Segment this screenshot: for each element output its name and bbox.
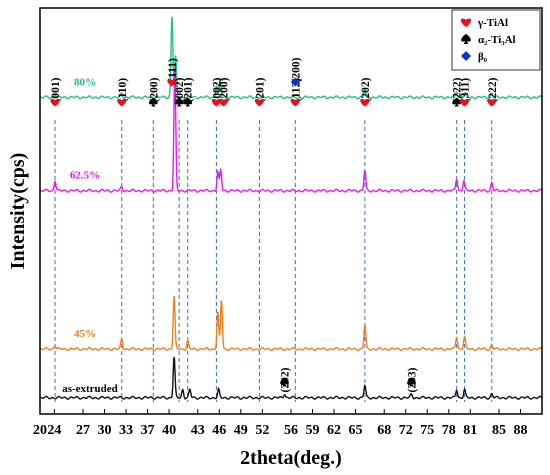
x-tick-label: 75 <box>420 423 434 438</box>
heart-marker <box>211 98 222 107</box>
x-tick-label: 24 <box>47 423 61 438</box>
x-tick-label: 85 <box>492 423 506 438</box>
heart-marker <box>218 98 229 107</box>
diamond-marker <box>290 77 300 87</box>
heart-marker <box>290 98 300 107</box>
x-tick-label: 20 <box>33 423 47 438</box>
peak-label: (201) <box>254 77 266 102</box>
x-axis-ticks: 20 24 27 30 33 37 40 43 46 49 52 56 59 62 65 68 72 75 78 81… <box>33 409 527 438</box>
peak-label: (002) <box>174 77 186 102</box>
peak-label: (111) <box>167 58 179 82</box>
x-tick-label: 59 <box>306 423 320 438</box>
peak-label: (201) <box>183 77 195 102</box>
x-tick-label: 37 <box>141 423 155 438</box>
x-tick-label: 56 <box>284 423 298 438</box>
x-tick-label: 49 <box>234 423 248 438</box>
spade-marker <box>407 377 416 387</box>
peak-label: (200) <box>219 77 231 102</box>
peak-label: (001) <box>50 77 62 102</box>
heart-marker <box>117 98 127 107</box>
series-label: 45% <box>74 328 96 340</box>
spade-legend-marker <box>461 34 471 44</box>
peak-label: (222) <box>487 77 499 102</box>
heart-marker <box>487 98 497 107</box>
legend-label: α₂-Ti₃Al <box>478 34 516 46</box>
spade-marker <box>452 97 462 107</box>
spade-marker <box>183 97 193 107</box>
heart-legend-marker <box>460 18 472 27</box>
x-tick-label: 40 <box>162 423 176 438</box>
x-tick-label: 27 <box>76 423 90 438</box>
x-tick-label: 68 <box>377 423 391 438</box>
x-tick-label: 33 <box>119 423 133 438</box>
series-label: 80% <box>74 76 96 88</box>
heart-marker <box>360 98 370 107</box>
series-line <box>39 16 543 100</box>
peak-label: (202) <box>360 77 372 102</box>
heart-marker <box>254 98 265 107</box>
x-tick-label: 43 <box>191 423 205 438</box>
series-label: as-extruded <box>62 383 118 395</box>
reference-lines <box>54 120 493 402</box>
heart-marker <box>167 78 177 87</box>
series-layer: 80% 62.5% 45% as-extruded <box>39 16 543 400</box>
x-tick-label: 81 <box>463 423 477 438</box>
legend: γ-TiAl α₂-Ti₃Al β₀ <box>451 9 541 71</box>
series-label: 62.5% <box>70 170 100 182</box>
heart-marker <box>459 98 470 107</box>
spade-marker <box>148 97 158 107</box>
x-tick-label: 88 <box>513 423 527 438</box>
diamond-legend-marker <box>461 51 471 61</box>
peak-label: (200) <box>290 57 302 82</box>
legend-label: γ-TiAl <box>477 17 508 29</box>
y-axis-title: Intensity(cps) <box>7 153 29 270</box>
series-line <box>40 67 543 193</box>
series-line <box>39 296 543 352</box>
peak-label: (110) <box>117 78 129 102</box>
x-tick-label: 46 <box>212 423 226 438</box>
spade-marker <box>174 97 184 107</box>
x-tick-label: 65 <box>349 423 363 438</box>
peak-labels: (001) (110) (200)(111)(002)(201) (002)(200)… <box>50 57 499 392</box>
x-tick-label: 62 <box>327 423 341 438</box>
peak-label: (222) <box>452 77 464 102</box>
x-tick-label: 72 <box>399 423 413 438</box>
x-tick-label: 78 <box>442 423 456 438</box>
x-tick-label: 52 <box>255 423 269 438</box>
x-axis-title: 2theta(deg.) <box>240 447 342 469</box>
series-line <box>40 356 543 400</box>
peak-label: (311) <box>460 78 472 102</box>
spade-marker <box>280 377 289 387</box>
legend-label: β₀ <box>478 51 488 63</box>
peak-label: (200) <box>148 77 160 102</box>
heart-marker <box>50 98 60 107</box>
x-tick-label: 30 <box>98 423 112 438</box>
peak-label: (002) <box>211 77 223 102</box>
